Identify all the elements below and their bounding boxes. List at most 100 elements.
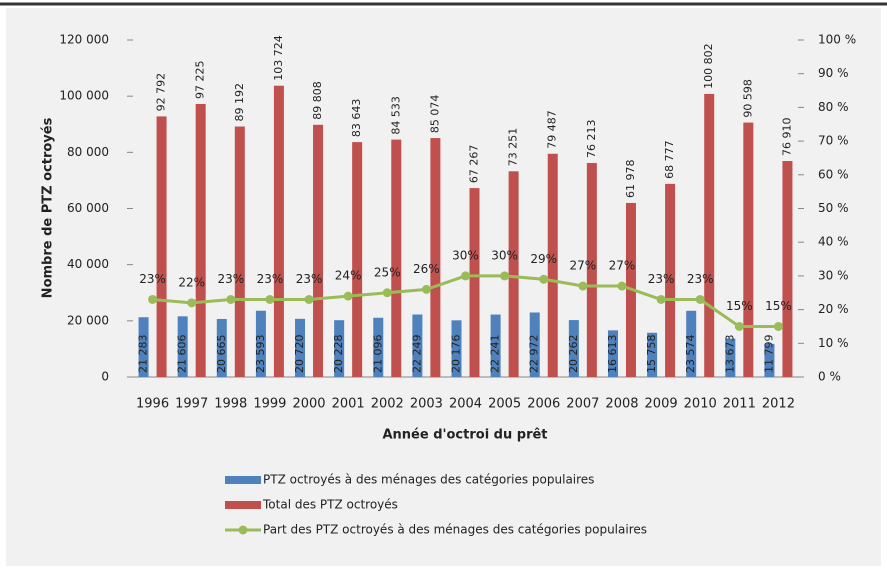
bar: [156, 116, 167, 378]
line-marker: [461, 271, 470, 281]
bar: [273, 85, 284, 377]
line-marker: [500, 271, 510, 281]
bar: [352, 142, 363, 377]
bar: [665, 183, 676, 377]
line-marker: [187, 298, 197, 308]
x-tick-label: 1996: [136, 397, 169, 412]
x-tick-label: 2007: [566, 397, 599, 412]
bar-value-label: 15 758: [645, 335, 658, 374]
line-value-label: 26%: [413, 262, 440, 276]
legend-swatch: [238, 525, 248, 535]
bar-value-label: 89 808: [311, 81, 324, 120]
line-marker: [304, 294, 314, 304]
line-marker: [773, 321, 783, 331]
line-value-label: 24%: [335, 269, 362, 283]
y-tick-label: 120 000: [59, 33, 109, 47]
y-tick-label: 80 000: [67, 145, 109, 159]
bar-value-label: 100 802: [702, 43, 715, 89]
bar-value-label: 13 673: [723, 335, 736, 374]
bar-value-label: 21 096: [371, 335, 384, 374]
bar: [764, 343, 775, 377]
bar-value-label: 103 724: [272, 35, 285, 81]
x-tick-label: 2010: [684, 397, 717, 412]
bar-value-label: 89 192: [233, 83, 246, 122]
bar: [547, 153, 558, 377]
y2-tick-label: 30 %: [818, 268, 849, 282]
line-value-label: 23%: [687, 272, 714, 286]
y2-tick-label: 40 %: [818, 235, 849, 249]
line-value-label: 23%: [257, 272, 284, 286]
bar-value-label: 97 225: [194, 60, 207, 99]
bar-value-label: 23 593: [254, 335, 267, 374]
bar: [177, 316, 188, 377]
y2-tick-label: 10 %: [818, 336, 849, 350]
line-value-label: 30%: [452, 248, 479, 262]
bar-value-label: 16 613: [606, 335, 619, 374]
bar: [529, 312, 540, 377]
bar-value-label: 22 241: [489, 334, 502, 373]
x-tick-label: 2002: [371, 397, 404, 412]
bar-value-label: 21 606: [176, 335, 189, 374]
x-tick-label: 2000: [292, 397, 325, 412]
bar: [313, 124, 324, 377]
bar: [295, 318, 306, 377]
line-marker: [695, 294, 705, 304]
x-tick-label: 2004: [449, 397, 482, 412]
x-tick-label: 1999: [253, 397, 286, 412]
line-marker: [734, 321, 744, 331]
y-axis-label: Nombre de PTZ octroyés: [41, 117, 56, 298]
plot-background: [6, 8, 881, 566]
line-marker: [343, 291, 353, 301]
bar: [138, 317, 149, 377]
line-marker: [421, 284, 431, 294]
y2-tick-label: 70 %: [818, 134, 849, 148]
y-tick-label: 60 000: [67, 201, 109, 215]
y2-tick-label: 60 %: [818, 167, 849, 181]
y-tick-label: 40 000: [67, 257, 109, 271]
bar-value-label: 73 251: [507, 128, 520, 167]
x-axis-label: Année d'octroi du prêt: [382, 428, 547, 443]
bar-value-label: 20 720: [293, 335, 306, 374]
bar-value-label: 76 910: [780, 118, 793, 157]
bar: [782, 161, 793, 377]
legend-label: Part des PTZ octroyés à des ménages des …: [263, 523, 647, 537]
bar: [725, 338, 736, 377]
y2-tick-label: 20 %: [818, 302, 849, 316]
line-marker: [265, 294, 275, 304]
bar-value-label: 92 792: [155, 73, 168, 112]
bar-value-label: 67 267: [468, 145, 481, 184]
legend-label: Total des PTZ octroyés: [262, 498, 398, 512]
bar: [334, 320, 345, 377]
bar-value-label: 83 643: [350, 99, 363, 138]
y2-tick-label: 80 %: [818, 100, 849, 114]
legend-label: PTZ octroyés à des ménages des catégorie…: [263, 473, 594, 487]
bar-value-label: 22 972: [528, 335, 541, 374]
legend-swatch: [225, 501, 261, 509]
bar-value-label: 11 799: [762, 335, 775, 374]
bar: [195, 103, 206, 378]
bar: [568, 320, 579, 377]
bar: [216, 318, 227, 377]
bar: [607, 330, 618, 377]
line-marker: [656, 294, 666, 304]
x-tick-label: 2008: [605, 397, 638, 412]
bar: [743, 122, 754, 377]
bar-value-label: 76 213: [585, 119, 598, 158]
x-tick-label: 2011: [723, 397, 756, 412]
x-tick-label: 1997: [175, 397, 208, 412]
line-marker: [617, 281, 627, 291]
x-tick-label: 2001: [332, 397, 365, 412]
bar-value-label: 20 665: [215, 335, 228, 374]
bar: [373, 317, 384, 377]
bar: [647, 332, 658, 377]
bar-value-label: 85 074: [428, 95, 441, 134]
bar: [430, 138, 441, 377]
bar: [586, 162, 597, 377]
bar: [508, 171, 519, 377]
bar: [490, 314, 501, 377]
x-tick-label: 2005: [488, 397, 521, 412]
bar-value-label: 90 598: [741, 79, 754, 118]
line-marker: [148, 294, 158, 304]
x-tick-label: 1998: [214, 397, 247, 412]
